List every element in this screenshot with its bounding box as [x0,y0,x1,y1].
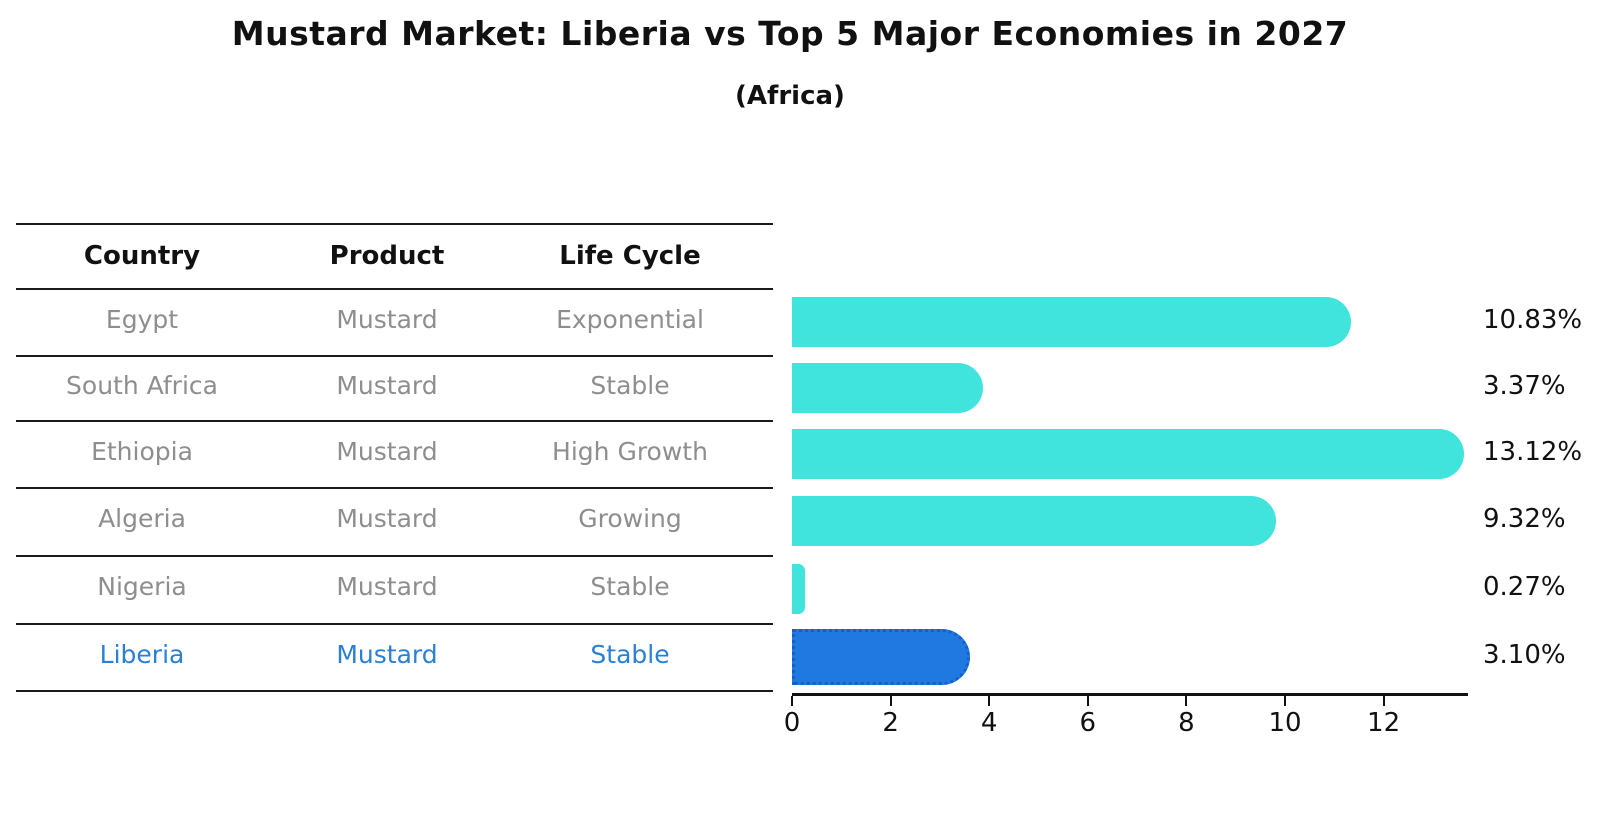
table-cell-country: Egypt [105,304,179,334]
table-cell-product: Mustard [336,304,438,334]
bar-highlight-liberia [792,628,970,685]
table-cell-life-cycle: Growing [578,504,682,533]
table-rule-line [16,288,773,290]
bar [792,428,1464,479]
x-axis-tick-mark [1284,696,1286,706]
table-cell-country: South Africa [66,370,218,400]
table-cell-life-cycle: High Growth [552,436,708,466]
bar-value-label: 0.27% [1483,572,1566,602]
table-cell-life-cycle: Exponential [556,304,704,334]
bar [792,362,984,413]
table-rule-line [16,420,773,422]
column-header-life-cycle: Life Cycle [559,241,701,271]
bar-value-label: 9.32% [1483,504,1566,534]
x-axis-tick-mark [889,696,892,706]
x-axis-tick-label: 4 [980,708,998,738]
table-cell-life-cycle: Stable [590,572,670,601]
table-rule-line [16,223,773,225]
x-axis-line [792,693,1468,696]
x-axis-tick-mark [1185,696,1188,706]
table-rule-line [16,355,773,357]
table-cell-life-cycle: Stable [590,639,670,669]
bar [792,564,806,614]
table-cell-life-cycle: Stable [590,370,670,400]
table-cell-product: Mustard [336,370,438,400]
column-header-product: Product [329,241,445,271]
table-cell-country: Ethiopia [91,436,193,466]
x-axis-tick-label: 8 [1178,708,1195,738]
table-rule-line [16,690,773,692]
bar-value-label: 13.12% [1483,436,1583,467]
table-cell-product: Mustard [336,639,438,669]
bar [792,296,1351,347]
x-axis-tick-mark [988,696,991,706]
table-rule-line [16,555,773,557]
table-cell-country: Liberia [99,639,185,669]
column-header-country: Country [83,241,201,271]
chart-subtitle: (Africa) [735,81,845,111]
table-cell-product: Mustard [336,572,438,601]
x-axis-tick-label: 2 [882,708,899,738]
table-rule-line [16,623,773,625]
table-cell-country: Nigeria [97,572,187,601]
bar-value-label: 10.83% [1483,304,1583,335]
bar [792,496,1277,546]
table-rule-line [16,487,773,489]
bar-value-label: 3.10% [1483,639,1566,670]
x-axis-tick-label: 0 [783,708,801,738]
x-axis-tick-label: 12 [1367,708,1401,738]
chart-title: Mustard Market: Liberia vs Top 5 Major E… [231,14,1349,53]
x-axis-tick-label: 6 [1079,708,1097,738]
table-cell-country: Algeria [98,504,186,533]
table-cell-product: Mustard [336,504,438,533]
x-axis-tick-mark [1086,696,1089,706]
table-cell-product: Mustard [336,436,438,466]
bar-value-label: 3.37% [1483,370,1566,401]
x-axis-tick-mark [791,696,793,706]
x-axis-tick-label: 10 [1268,708,1302,738]
x-axis-tick-mark [1382,696,1385,706]
